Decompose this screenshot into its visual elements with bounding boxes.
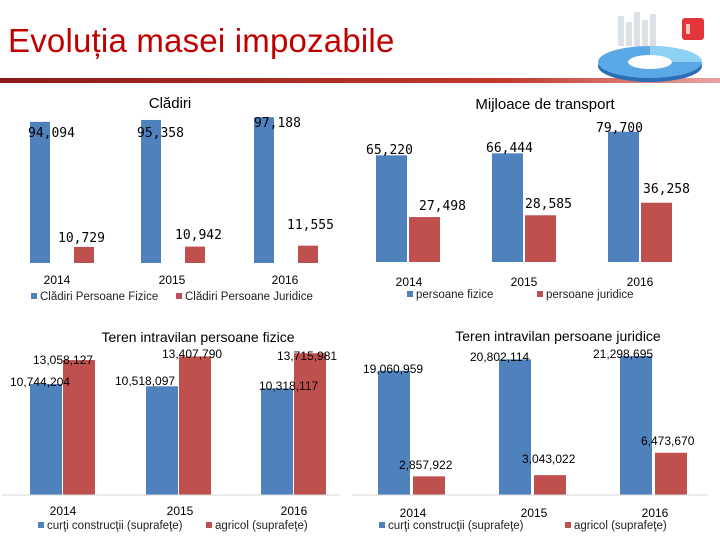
data-label: 21,298,695 — [593, 347, 653, 361]
tick-label: 2016 — [272, 273, 299, 287]
tick-label: 2014 — [400, 506, 427, 520]
data-label: 3,043,022 — [522, 452, 576, 466]
page-title: Evoluția masei impozabile — [8, 22, 395, 59]
bar-blue-2016 — [608, 131, 639, 262]
legend-entry: persoane fizice — [416, 289, 493, 301]
chart-title: Mijloace de transport — [475, 96, 615, 113]
legend-swatch-blue — [407, 291, 413, 297]
bar-blue-2015 — [146, 386, 178, 495]
data-label: 10,729 — [58, 231, 105, 246]
bar-red-2014 — [74, 246, 94, 263]
bar-red-2016 — [294, 353, 326, 495]
data-label: 13,715,981 — [277, 349, 337, 363]
data-label: 20,802,114 — [470, 350, 529, 364]
bar-red-2015 — [179, 356, 211, 495]
data-label: 19,060,959 — [363, 362, 423, 376]
tick-label: 2015 — [167, 504, 194, 518]
tick-label: 2015 — [511, 275, 538, 289]
legend-swatch-blue — [31, 293, 37, 299]
tick-label: 2016 — [627, 275, 654, 289]
tick-label: 2016 — [642, 506, 669, 520]
bar-red-2016 — [298, 245, 318, 263]
data-label: 10,744,204 — [10, 375, 70, 389]
data-label: 11,555 — [287, 218, 334, 233]
bar-red-2016 — [655, 452, 687, 495]
legend-swatch-red — [206, 522, 212, 528]
bar-red-2015 — [185, 246, 205, 263]
chart-title: Clădiri — [149, 95, 192, 112]
legend-swatch-red — [537, 291, 543, 297]
data-label: 65,220 — [366, 143, 413, 158]
chart-title: Teren intravilan persoane juridice — [455, 328, 661, 344]
data-label: 36,258 — [643, 182, 690, 197]
legend-entry: Clădiri Persoane Juridice — [185, 291, 313, 303]
bar-red-2015 — [534, 475, 566, 495]
bar-red-2016 — [641, 202, 672, 262]
legend-entry: agricol (suprafeţe) — [574, 520, 667, 532]
bar-blue-2016 — [620, 356, 652, 495]
data-label: 79,700 — [596, 121, 643, 136]
data-label: 13,058,127 — [33, 353, 93, 367]
legend-entry: curţi construcţii (suprafeţe) — [388, 520, 524, 532]
data-label: 27,498 — [419, 199, 466, 214]
legend-entry: persoane juridice — [546, 289, 634, 301]
data-label: 10,518,097 — [115, 374, 175, 388]
bar-blue-2015 — [141, 119, 161, 263]
bar-blue-2014 — [378, 370, 410, 495]
legend-entry: curţi construcţii (suprafeţe) — [47, 520, 183, 532]
data-label: 10,318,117 — [259, 379, 318, 393]
chart-title: Teren intravilan persoane fizice — [102, 329, 295, 345]
data-label: 2,857,922 — [399, 458, 453, 472]
data-label: 97,188 — [254, 116, 301, 131]
data-label: 94,094 — [28, 126, 75, 141]
legend-swatch-red — [176, 293, 182, 299]
data-label: 28,585 — [525, 197, 572, 212]
bar-red-2014 — [409, 217, 440, 262]
data-label: 10,942 — [175, 228, 222, 243]
bar-blue-2014 — [376, 155, 407, 262]
bar-red-2014 — [413, 476, 445, 495]
data-label: 6,473,670 — [641, 434, 695, 448]
bar-blue-2015 — [492, 153, 523, 262]
legend-swatch-red — [565, 522, 571, 528]
data-label: 66,444 — [486, 141, 533, 156]
bar-blue-2014 — [30, 121, 50, 263]
tick-label: 2015 — [521, 506, 548, 520]
legend-swatch-blue — [379, 522, 385, 528]
legend-entry: agricol (suprafeţe) — [215, 520, 308, 532]
bar-blue-2014 — [30, 383, 62, 495]
bar-blue-2016 — [254, 117, 274, 263]
bar-blue-2016 — [261, 388, 293, 495]
tick-label: 2016 — [281, 504, 308, 518]
data-label: 95,358 — [137, 126, 184, 141]
legend-swatch-blue — [38, 522, 44, 528]
legend-entry: Clădiri Persoane Fizice — [40, 291, 158, 303]
bar-red-2015 — [525, 215, 556, 262]
tick-label: 2014 — [44, 273, 71, 287]
bar-red-2014 — [63, 360, 95, 495]
bar-blue-2015 — [499, 359, 531, 495]
tick-label: 2014 — [396, 275, 423, 289]
chart-logo-icon — [598, 12, 704, 82]
data-label: 13,407,790 — [162, 347, 222, 361]
title-divider — [0, 78, 720, 83]
tick-label: 2015 — [159, 273, 186, 287]
tick-label: 2014 — [50, 504, 77, 518]
